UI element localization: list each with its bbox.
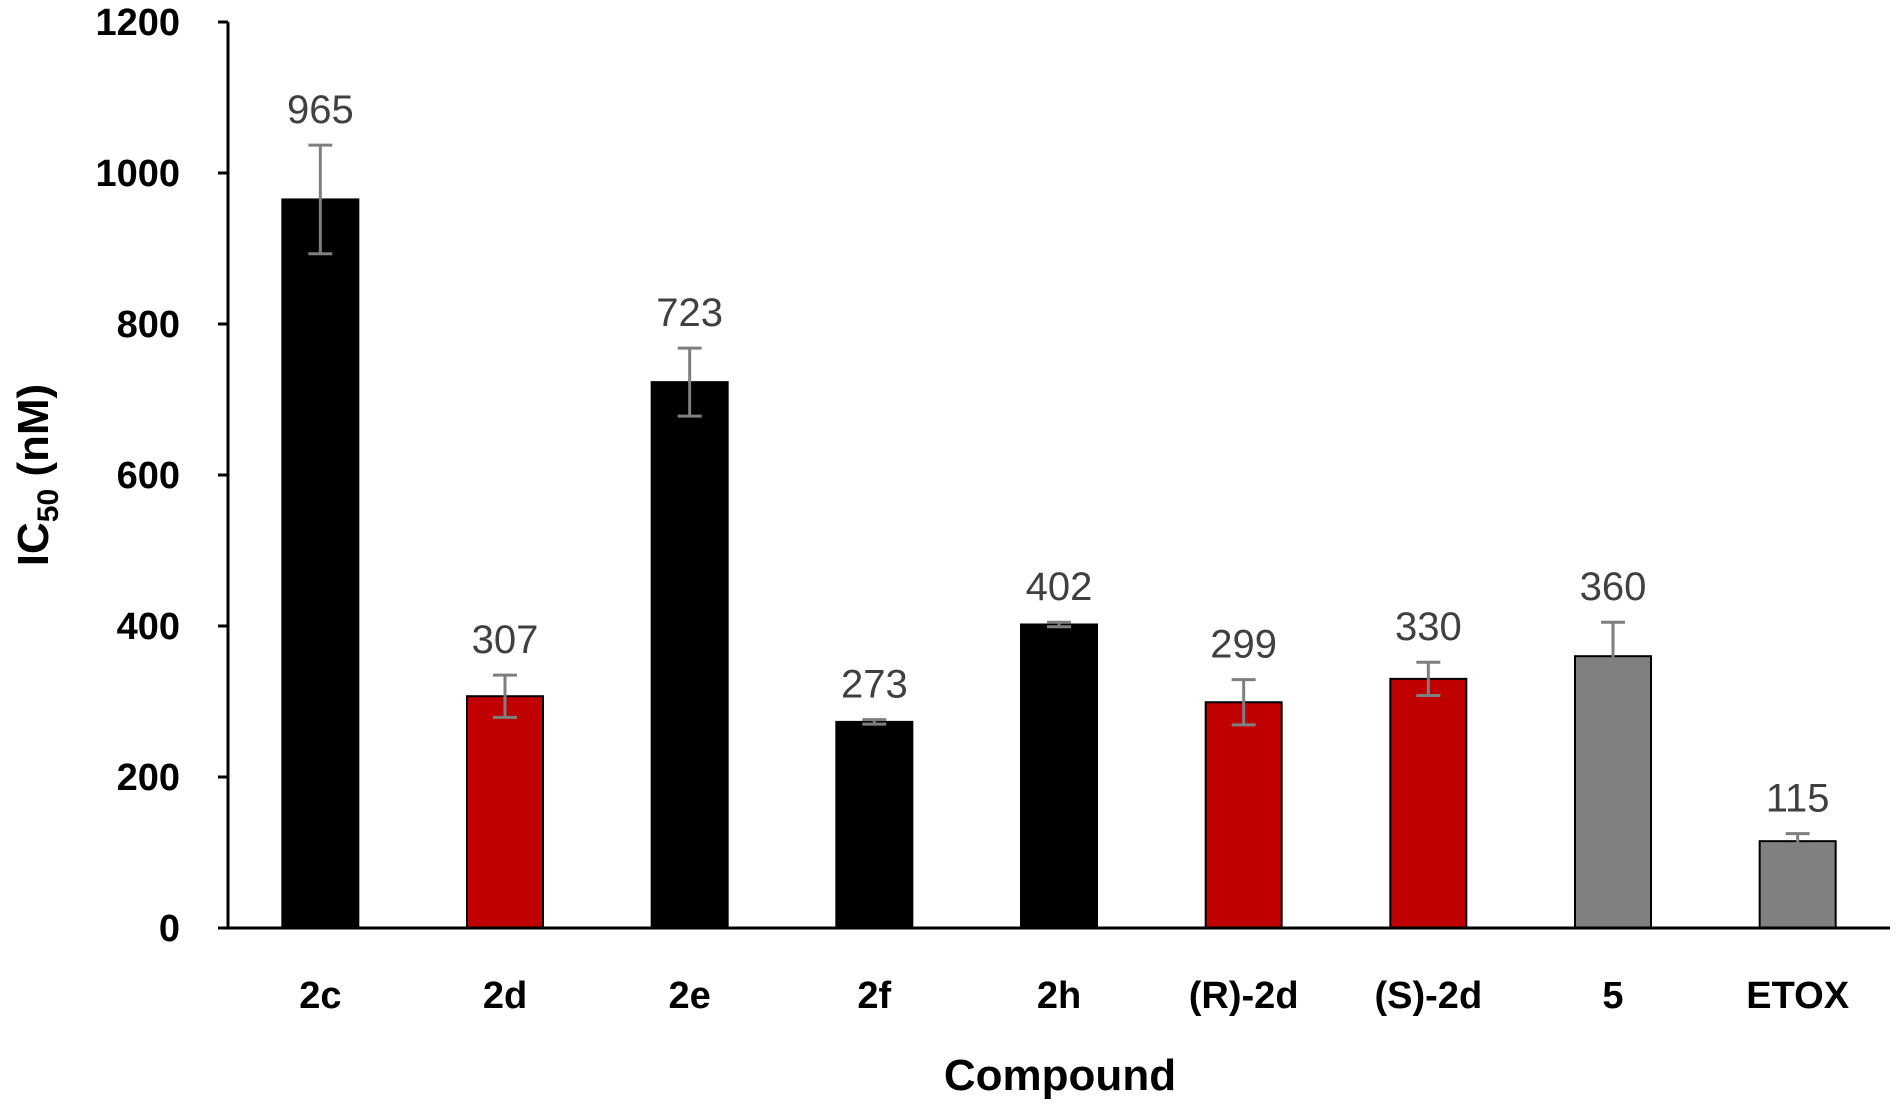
y-axis-title-subscript: 50 [32,489,65,522]
data-label: 307 [472,618,539,662]
data-label: 273 [841,663,908,707]
data-label: 115 [1766,777,1830,821]
error-bars [308,143,1810,851]
y-tick-label: 1000 [95,153,180,195]
data-label: 402 [1026,565,1093,609]
data-label: 299 [1210,623,1277,667]
y-tick-label: 0 [159,908,180,950]
y-axis-title-main: IC [9,522,58,566]
bar-2f [835,720,914,930]
x-tick-label: ETOX [1746,975,1849,1017]
y-axis-ticks: 0 200 400 600 800 1000 1200 [95,2,228,950]
x-tick-label: 5 [1602,975,1623,1017]
bar-2e [650,381,729,929]
x-tick-label: (S)-2d [1375,975,1483,1017]
x-tick-label: 2c [299,975,341,1017]
x-tick-label: (R)-2d [1189,975,1299,1017]
y-axis-title: IC50 (nM) [9,384,65,566]
x-tick-label: 2e [669,975,711,1017]
x-axis-tick-labels: 2c 2d 2e 2f 2h (R)-2d (S)-2d 5 ETOX [299,975,1850,1017]
bar-(S)-2d [1389,677,1468,929]
y-tick-label: 400 [117,606,180,648]
x-tick-label: 2d [483,975,527,1017]
data-label: 360 [1580,565,1647,609]
y-tick-label: 800 [117,304,180,346]
y-axis-title-unit: (nM) [9,384,58,489]
x-tick-label: 2f [857,975,891,1017]
bar-2c [281,198,360,930]
data-label: 723 [656,291,723,335]
bar-5 [1574,655,1652,929]
x-axis-title: Compound [944,1051,1176,1100]
data-label: 330 [1395,605,1462,649]
bar-2d [466,695,544,930]
bar-2h [1020,623,1098,929]
data-label: 965 [287,88,354,132]
bars [281,198,1837,930]
data-labels: 965 307 723 273 402 299 330 360 115 [287,88,1830,821]
bar-ETOX [1758,840,1837,929]
y-tick-label: 600 [117,455,180,497]
bar-(R)-2d [1204,701,1283,929]
y-tick-label: 1200 [95,2,180,44]
x-tick-label: 2h [1037,975,1081,1017]
y-tick-label: 200 [117,757,180,799]
